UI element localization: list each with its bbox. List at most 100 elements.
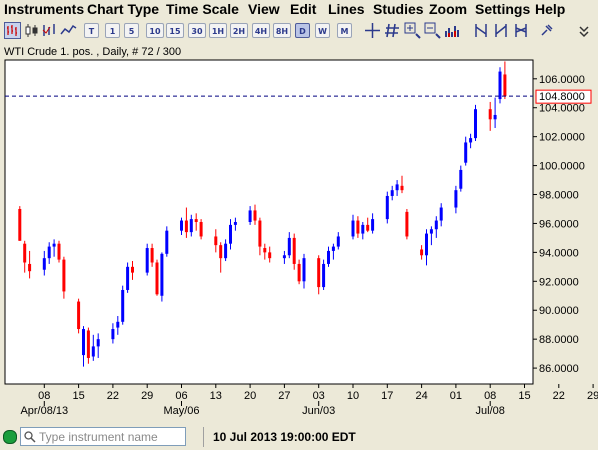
menu-zoom[interactable]: Zoom: [429, 1, 468, 17]
timeframe-15-button[interactable]: 15: [166, 23, 184, 38]
x-tick-label: 08: [38, 390, 50, 402]
plot-area: [4, 59, 534, 385]
channel-icon[interactable]: [513, 22, 530, 39]
timeframe-d-button[interactable]: D: [295, 23, 310, 38]
candle-body: [282, 255, 286, 259]
candle-body: [233, 222, 237, 225]
x-tick-label: 22: [107, 390, 119, 402]
y-tick-label: 98.0000: [539, 190, 579, 202]
candle-body: [263, 248, 267, 253]
timeframe-10-button[interactable]: 10: [146, 23, 164, 38]
menu-chart-type[interactable]: Chart Type: [87, 1, 160, 17]
candle-body: [189, 219, 193, 233]
candlestick-icon[interactable]: [23, 22, 40, 39]
crosshair-icon[interactable]: [364, 22, 381, 39]
candle-body: [327, 250, 330, 264]
candle-body: [160, 253, 164, 296]
x-tick-label: 24: [415, 390, 427, 402]
candle-body: [331, 246, 335, 251]
timeframe-w-button[interactable]: W: [315, 23, 330, 38]
trendline-icon[interactable]: [473, 22, 490, 39]
timeframe-m-button[interactable]: M: [337, 23, 352, 38]
candle-body: [77, 301, 81, 330]
candle-body: [302, 258, 306, 282]
candle-body: [82, 329, 85, 356]
timeframe-1-button[interactable]: 1: [105, 23, 120, 38]
x-tick-label: 29: [587, 390, 598, 402]
y-tick-label: 106.0000: [539, 74, 585, 86]
candle-body: [351, 220, 355, 237]
candle-body: [336, 236, 340, 247]
instrument-search-input[interactable]: [39, 429, 181, 444]
zoom-in-icon[interactable]: [404, 22, 421, 39]
timeframe-4h-button[interactable]: 4H: [252, 23, 270, 38]
candle-body: [405, 211, 409, 237]
candle-body: [253, 210, 257, 221]
grid-icon[interactable]: [384, 22, 401, 39]
chart-panel: WTI Crude 1. pos. , Daily, # 72 / 300 86.…: [0, 44, 598, 420]
candle-body: [126, 266, 130, 290]
x-tick-label: 22: [553, 390, 565, 402]
candle-body: [420, 249, 424, 256]
timeframe-8h-button[interactable]: 8H: [273, 23, 291, 38]
menu-help[interactable]: Help: [535, 1, 566, 17]
month-label: May/06: [163, 405, 199, 417]
y-tick-label: 92.0000: [539, 276, 579, 288]
candle-body: [62, 259, 66, 292]
candle-body: [366, 224, 370, 231]
x-tick-label: 01: [450, 390, 462, 402]
candle-body: [150, 248, 154, 263]
candle-body: [385, 195, 389, 220]
menu-settings[interactable]: Settings: [475, 1, 531, 17]
candle-body: [361, 224, 365, 234]
candle-body: [184, 220, 188, 233]
pin-icon[interactable]: [538, 22, 555, 39]
instrument-search[interactable]: [20, 427, 186, 446]
volume-icon[interactable]: [444, 22, 461, 39]
candle-body: [400, 185, 404, 191]
x-tick-label: 20: [244, 390, 256, 402]
candlestick-chart[interactable]: WTI Crude 1. pos. , Daily, # 72 / 300 86.…: [0, 44, 598, 420]
candle-body: [454, 190, 458, 208]
candle-body: [91, 346, 95, 357]
candle-body: [47, 246, 51, 259]
y-tick-label: 104.0000: [539, 103, 585, 115]
y-tick-label: 96.0000: [539, 218, 579, 230]
timeframe-5-button[interactable]: 5: [124, 23, 139, 38]
candle-body: [86, 330, 90, 358]
candle-body: [199, 222, 203, 237]
y-tick-label: 86.0000: [539, 363, 579, 375]
timeframe-1h-button[interactable]: 1H: [209, 23, 227, 38]
x-tick-label: 17: [381, 390, 393, 402]
candle-body: [116, 321, 120, 328]
checkbox-bars-icon[interactable]: [41, 22, 58, 39]
overflow-chevron-icon[interactable]: [575, 22, 592, 39]
timeframe-t-button[interactable]: T: [84, 23, 99, 38]
candle-body: [474, 109, 477, 139]
line-chart-icon[interactable]: [60, 22, 77, 39]
fibonacci-icon[interactable]: [493, 22, 510, 39]
month-label: Apr/08/13: [20, 405, 68, 417]
candle-body: [180, 220, 183, 231]
menu-instruments[interactable]: Instruments: [4, 1, 85, 17]
bar-chart-icon[interactable]: [4, 22, 21, 39]
candle-body: [287, 237, 291, 256]
status-bar: 10 Jul 2013 19:00:00 EDT: [0, 424, 598, 450]
candle-body: [429, 229, 433, 234]
menu-studies[interactable]: Studies: [373, 1, 424, 17]
candle-body: [395, 184, 399, 191]
candle-body: [469, 138, 473, 143]
connection-status-icon: [3, 430, 17, 444]
y-tick-label: 94.0000: [539, 247, 579, 259]
menu-edit[interactable]: Edit: [290, 1, 317, 17]
timeframe-2h-button[interactable]: 2H: [230, 23, 248, 38]
menu-time-scale[interactable]: Time Scale: [166, 1, 239, 17]
y-tick-label: 102.0000: [539, 132, 585, 144]
timeframe-30-button[interactable]: 30: [188, 23, 206, 38]
menu-view[interactable]: View: [248, 1, 280, 17]
month-label: Jun/03: [302, 405, 335, 417]
candle-body: [434, 220, 438, 230]
menu-lines[interactable]: Lines: [328, 1, 365, 17]
x-tick-label: 10: [347, 390, 359, 402]
zoom-out-icon[interactable]: [424, 22, 441, 39]
